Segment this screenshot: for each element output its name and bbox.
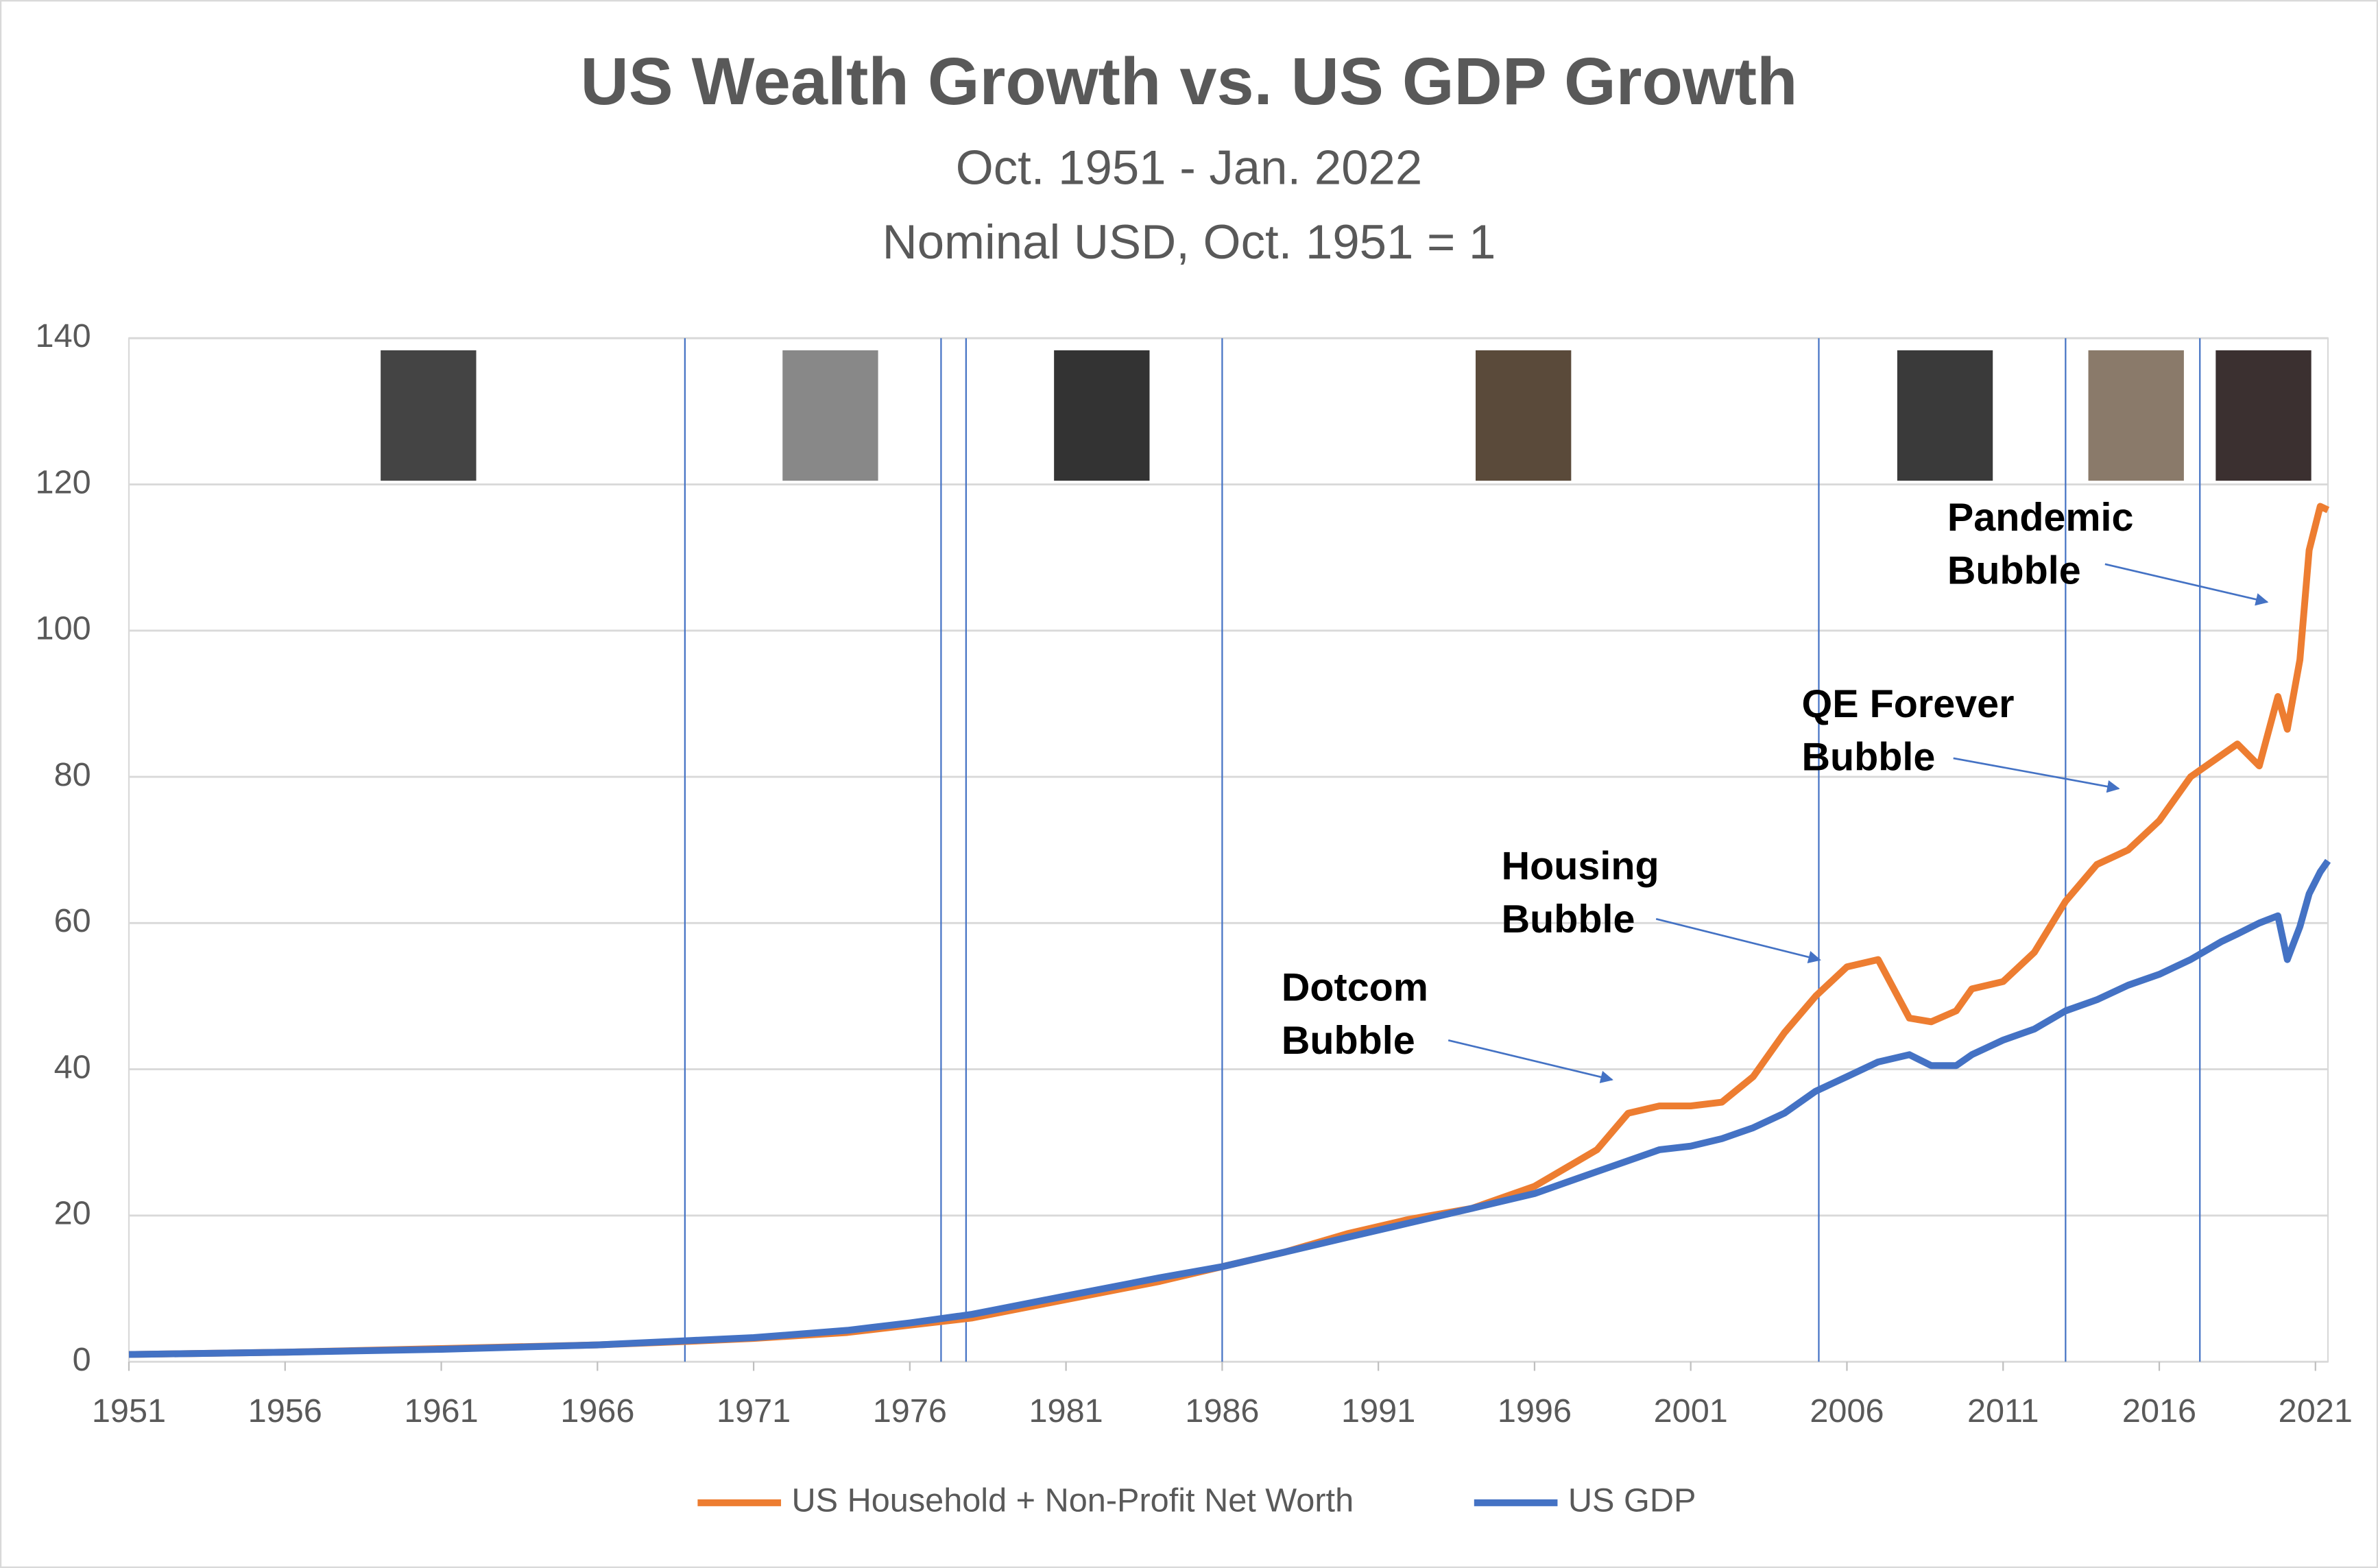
annotation: Bubble [1502, 897, 1635, 941]
y-tick-label: 60 [54, 902, 91, 939]
y-tick-label: 40 [54, 1048, 91, 1085]
x-tick-label: 1991 [1341, 1392, 1415, 1430]
y-tick-label: 0 [73, 1341, 91, 1378]
portrait [782, 350, 878, 481]
portrait [381, 350, 477, 481]
portrait [1897, 350, 1993, 481]
x-tick-label: 2006 [1810, 1392, 1884, 1430]
series-line [128, 858, 2331, 1358]
x-tick-label: 1956 [248, 1392, 322, 1430]
x-tick-label: 1971 [717, 1392, 791, 1430]
y-tick-label: 100 [36, 610, 91, 647]
x-tick-label: 2001 [1654, 1392, 1728, 1430]
portraits [381, 350, 2311, 481]
x-tick-label: 1951 [92, 1392, 166, 1430]
portrait [1476, 350, 1572, 481]
x-tick-label: 1966 [560, 1392, 634, 1430]
y-tick-label: 20 [54, 1195, 91, 1232]
x-tick-label: 1976 [873, 1392, 947, 1430]
x-tick-label: 2021 [2279, 1392, 2353, 1430]
x-tick-label: 1986 [1185, 1392, 1259, 1430]
x-tick-label: 1961 [404, 1392, 478, 1430]
annotation-arrow [2104, 563, 2269, 606]
annotation: Bubble [1802, 735, 1936, 779]
annotation: QE Forever [1802, 682, 2015, 726]
annotation: Pandemic [1947, 496, 2134, 540]
annotation: Housing [1502, 845, 1659, 889]
x-tick-label: 1981 [1029, 1392, 1103, 1430]
legend-label: US GDP [1568, 1482, 1696, 1519]
chart-subtitle: Nominal USD, Oct. 1951 = 1 [882, 215, 1496, 269]
portrait [2088, 350, 2184, 481]
y-tick-label: 140 [36, 317, 91, 354]
x-tick-label: 1996 [1498, 1392, 1572, 1430]
annotation: Bubble [1282, 1019, 1415, 1063]
x-tick-label: 2011 [1967, 1392, 2039, 1430]
legend-label: US Household + Non-Profit Net Worth [792, 1482, 1354, 1519]
chart-title: US Wealth Growth vs. US GDP Growth [580, 44, 1797, 119]
annotation-arrow [1655, 918, 1821, 964]
y-tick-label: 120 [36, 463, 91, 500]
annotation-arrow [1953, 757, 2120, 793]
chart-subtitle: Oct. 1951 - Jan. 2022 [956, 141, 1423, 195]
y-tick-label: 80 [54, 756, 91, 793]
annotation-arrow [1448, 1039, 1613, 1083]
annotation: Bubble [1947, 548, 2081, 592]
annotation: Dotcom [1282, 965, 1428, 1009]
portrait [1054, 350, 1150, 481]
portrait [2215, 350, 2311, 481]
x-tick-label: 2016 [2122, 1392, 2196, 1430]
